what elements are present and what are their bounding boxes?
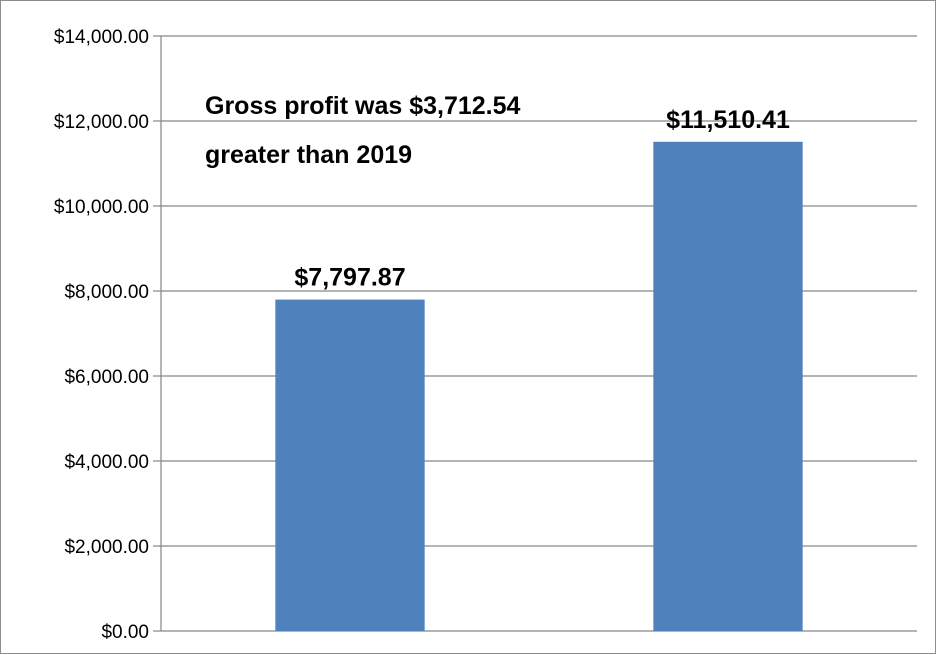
y-tick-label: $14,000.00 <box>54 27 149 48</box>
data-label-1: $7,797.87 <box>294 264 405 292</box>
y-tick-label: $10,000.00 <box>54 197 149 218</box>
y-tick-label: $6,000.00 <box>64 367 149 388</box>
annotation-line-1: Gross profit was $3,712.54 <box>205 92 521 120</box>
y-tick-label: $12,000.00 <box>54 112 149 133</box>
y-tick-label: $0.00 <box>101 622 149 643</box>
bars <box>275 141 803 632</box>
bar-1 <box>275 299 425 631</box>
annotation-line-2: greater than 2019 <box>205 141 412 169</box>
y-tick-label: $8,000.00 <box>64 282 149 303</box>
data-labels: $7,797.87 $11,510.41 <box>294 106 790 292</box>
y-tick-label: $4,000.00 <box>64 452 149 473</box>
annotation: Gross profit was $3,712.54 greater than … <box>205 92 521 169</box>
y-tick-labels: $0.00 $2,000.00 $4,000.00 $6,000.00 $8,000.0… <box>54 27 149 643</box>
data-label-2: $11,510.41 <box>666 106 790 134</box>
bar-2 <box>653 141 803 632</box>
y-tick-label: $2,000.00 <box>64 537 149 558</box>
